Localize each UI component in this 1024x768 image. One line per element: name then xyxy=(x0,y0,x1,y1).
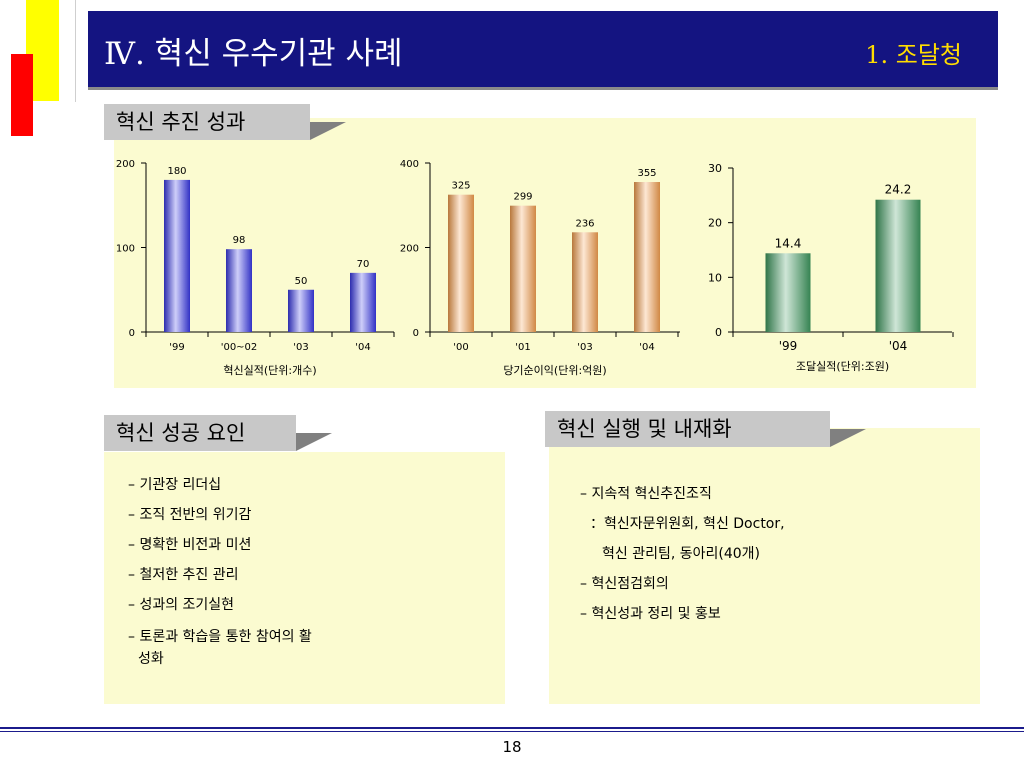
x-tick-label: '99 xyxy=(779,339,798,353)
implementation-list: – 지속적 혁신추진조직 ：혁신자문위원회, 혁신 Doctor, 혁신 관리팀… xyxy=(580,479,785,629)
bar xyxy=(572,232,598,332)
y-tick-label: 0 xyxy=(413,328,419,339)
success-factors-label-tail xyxy=(296,433,332,451)
data-label: 70 xyxy=(357,259,370,270)
bar xyxy=(448,194,474,332)
page-number: 18 xyxy=(502,738,522,756)
x-tick-label: '03 xyxy=(293,342,308,353)
success-factor-item: – 철저한 추진 관리 xyxy=(128,567,239,583)
y-tick-label: 200 xyxy=(116,159,135,170)
implementation-label: 혁신 실행 및 내재화 xyxy=(545,411,830,447)
header-bar xyxy=(88,11,998,87)
data-label: 299 xyxy=(513,192,532,203)
x-tick-label: '03 xyxy=(577,342,592,353)
data-label: 355 xyxy=(637,168,656,179)
implementation-item: – 혁신성과 정리 및 홍보 xyxy=(580,606,721,622)
bar xyxy=(765,253,811,332)
success-factor-item: – 기관장 리더십 xyxy=(128,477,222,493)
success-factor-item: – 성과의 조기실현 xyxy=(128,597,235,613)
slide-title: Ⅳ. 혁신 우수기관 사례 xyxy=(104,36,403,72)
success-factor-item: – 조직 전반의 위기감 xyxy=(128,507,252,523)
bar xyxy=(875,199,921,332)
y-tick-label: 100 xyxy=(116,244,135,255)
x-axis-title: 혁신실적(단위:개수) xyxy=(223,364,316,377)
y-tick-label: 200 xyxy=(400,244,419,255)
implementation-item: – 지속적 혁신추진조직 xyxy=(580,486,712,502)
footer-rule-thin xyxy=(0,731,1024,732)
bar xyxy=(288,289,314,332)
bar xyxy=(350,272,376,332)
decoration-divider xyxy=(75,0,76,102)
implementation-item: ：혁신자문위원회, 혁신 Doctor, xyxy=(590,516,785,532)
x-tick-label: '04 xyxy=(355,342,370,353)
x-tick-label: '99 xyxy=(169,342,184,353)
data-label: 50 xyxy=(295,276,308,287)
x-tick-label: '04 xyxy=(639,342,654,353)
x-tick-label: '00 xyxy=(453,342,468,353)
section-title: 1. 조달청 xyxy=(865,41,962,69)
x-tick-label: '01 xyxy=(515,342,530,353)
x-tick-label: '04 xyxy=(889,339,908,353)
implementation-item: 혁신 관리팀, 동아리(40개) xyxy=(602,546,761,562)
x-tick-label: '00~02 xyxy=(221,342,258,353)
header-underline xyxy=(88,87,998,90)
y-tick-label: 20 xyxy=(708,217,722,230)
y-tick-label: 30 xyxy=(708,162,722,175)
data-label: 180 xyxy=(167,166,186,177)
y-tick-label: 400 xyxy=(400,159,419,170)
implementation-panel xyxy=(549,428,980,704)
success-factors-panel xyxy=(104,452,505,704)
success-factor-item: – 명확한 비전과 미션 xyxy=(128,537,252,553)
bar xyxy=(510,205,536,332)
y-tick-label: 0 xyxy=(129,328,135,339)
y-tick-label: 0 xyxy=(715,326,722,339)
data-label: 98 xyxy=(233,235,246,246)
y-tick-label: 10 xyxy=(708,271,722,284)
bar xyxy=(226,249,252,332)
bar xyxy=(634,182,660,332)
data-label: 236 xyxy=(575,218,594,229)
implementation-item: – 혁신점검회의 xyxy=(580,576,669,592)
performance-label: 혁신 추진 성과 xyxy=(104,104,310,140)
performance-label-tail xyxy=(310,122,346,140)
implementation-label-tail xyxy=(830,429,866,447)
success-factor-item: – 토론과 학습을 통한 참여의 활 xyxy=(128,629,312,645)
data-label: 24.2 xyxy=(885,183,912,197)
success-factors-list: – 기관장 리더십 – 조직 전반의 위기감 – 명확한 비전과 미션 – 철저… xyxy=(128,470,312,670)
data-label: 14.4 xyxy=(775,236,802,250)
success-factor-item-continued: 성화 xyxy=(138,651,164,667)
footer-rule xyxy=(0,727,1024,729)
bar xyxy=(164,179,190,332)
x-axis-title: 조달실적(단위:조원) xyxy=(796,360,889,373)
success-factors-label: 혁신 성공 요인 xyxy=(104,415,296,451)
data-label: 325 xyxy=(451,181,470,192)
performance-panel xyxy=(114,118,976,388)
x-axis-title: 당기순이익(단위:억원) xyxy=(503,364,606,377)
decoration-red-block xyxy=(11,54,33,136)
